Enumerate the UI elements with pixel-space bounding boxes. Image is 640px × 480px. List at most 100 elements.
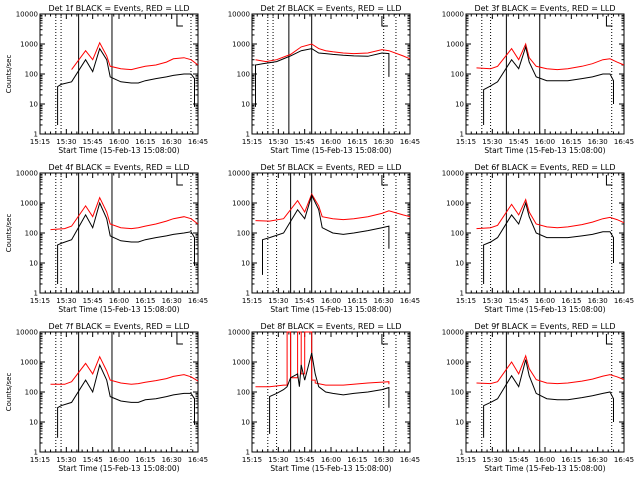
y-tick-label: 1000	[232, 200, 250, 208]
x-axis-label: Start Time (15-Feb-13 15:08:00)	[270, 464, 391, 473]
panel-title: Det 5f BLACK = Events, RED = LLD	[260, 163, 401, 172]
plot-frame	[251, 13, 411, 135]
x-tick-label: 16:00	[109, 297, 129, 305]
x-tick-label: 16:45	[614, 138, 634, 146]
events-series-line	[483, 359, 614, 438]
y-tick-label: 10000	[442, 329, 464, 337]
y-tick-label: 1	[246, 449, 250, 457]
y-tick-label: 1000	[20, 41, 38, 49]
x-tick-label: 16:00	[535, 297, 555, 305]
events-series-line	[483, 201, 614, 284]
y-tick-label: 10000	[16, 170, 38, 178]
y-tick-label: 10000	[442, 11, 464, 19]
x-axis-label: Start Time (15-Feb-13 15:08:00)	[484, 464, 605, 473]
lld-series-line	[50, 355, 199, 385]
flag-marker	[176, 334, 183, 345]
x-tick-label: 16:15	[347, 297, 367, 305]
y-axis-label: Counts/sec	[5, 373, 13, 412]
panel-title: Det 4f BLACK = Events, RED = LLD	[48, 163, 189, 172]
panel: Det 5f BLACK = Events, RED = LLD 1 10 100 10…	[228, 163, 420, 314]
x-axis-label: Start Time (15-Feb-13 15:08:00)	[58, 464, 179, 473]
panel: Det 9f BLACK = Events, RED = LLD 1 10 100 10…	[442, 322, 634, 473]
y-tick-label: 10	[29, 419, 38, 427]
y-tick-label: 100	[237, 71, 250, 79]
flag-marker	[605, 334, 613, 345]
y-tick-label: 1000	[446, 41, 464, 49]
lld-series-line	[476, 354, 625, 385]
y-tick-label: 100	[25, 389, 38, 397]
x-tick-label: 16:30	[588, 297, 608, 305]
y-tick-label: 10	[455, 260, 464, 268]
x-tick-label: 16:00	[321, 456, 341, 464]
y-tick-label: 100	[237, 389, 250, 397]
flag-marker	[605, 175, 613, 186]
lld-series-line	[476, 42, 625, 71]
y-tick-label: 100	[25, 71, 38, 79]
y-tick-label: 10000	[16, 329, 38, 337]
x-tick-label: 15:30	[268, 456, 288, 464]
events-series-line	[57, 47, 195, 125]
x-tick-label: 15:15	[456, 138, 476, 146]
y-tick-label: 10	[29, 260, 38, 268]
x-tick-label: 15:45	[295, 138, 315, 146]
x-axis-label: Start Time (15-Feb-13 15:08:00)	[58, 146, 179, 155]
x-tick-label: 15:45	[295, 456, 315, 464]
y-tick-label: 100	[451, 230, 464, 238]
lld-series-line	[50, 196, 199, 231]
x-axis-label: Start Time (15-Feb-13 15:08:00)	[270, 146, 391, 155]
x-tick-label: 15:15	[456, 297, 476, 305]
x-tick-label: 15:30	[56, 138, 76, 146]
x-tick-label: 16:30	[162, 138, 182, 146]
x-tick-label: 16:45	[188, 138, 208, 146]
y-tick-label: 100	[451, 389, 464, 397]
events-series-line	[483, 45, 614, 125]
plot-frame	[39, 13, 199, 135]
y-tick-label: 100	[237, 230, 250, 238]
flag-marker	[381, 175, 388, 186]
x-tick-label: 15:15	[30, 456, 50, 464]
x-tick-label: 16:45	[400, 456, 420, 464]
x-axis-label: Start Time (15-Feb-13 15:08:00)	[270, 305, 391, 314]
x-axis-label: Start Time (15-Feb-13 15:08:00)	[484, 305, 605, 314]
x-tick-label: 15:30	[482, 456, 502, 464]
x-tick-label: 16:30	[588, 138, 608, 146]
panel-title: Det 1f BLACK = Events, RED = LLD	[48, 4, 189, 13]
y-tick-label: 10000	[16, 11, 38, 19]
flag-marker	[381, 334, 388, 345]
x-tick-label: 16:45	[614, 456, 634, 464]
x-tick-label: 16:15	[561, 456, 581, 464]
x-tick-label: 16:30	[588, 456, 608, 464]
events-series-line	[262, 193, 390, 275]
y-tick-label: 1000	[232, 41, 250, 49]
x-tick-label: 15:15	[456, 456, 476, 464]
x-tick-label: 16:45	[400, 138, 420, 146]
panel: Det 3f BLACK = Events, RED = LLD 1 10 100 10…	[442, 4, 634, 155]
x-tick-label: 15:30	[56, 297, 76, 305]
y-tick-label: 1	[246, 131, 250, 139]
x-tick-label: 16:00	[109, 138, 129, 146]
panel-title: Det 8f BLACK = Events, RED = LLD	[260, 322, 401, 331]
y-tick-label: 10000	[228, 11, 250, 19]
y-tick-label: 10	[241, 419, 250, 427]
x-tick-label: 15:30	[56, 456, 76, 464]
panel-title: Det 3f BLACK = Events, RED = LLD	[474, 4, 615, 13]
lld-series-line	[71, 41, 199, 71]
y-axis-label: Counts/sec	[5, 55, 13, 94]
y-tick-label: 1000	[232, 359, 250, 367]
x-tick-label: 15:15	[242, 456, 262, 464]
x-tick-label: 16:30	[162, 456, 182, 464]
x-tick-label: 16:30	[162, 297, 182, 305]
y-tick-label: 1	[246, 290, 250, 298]
plot-frame	[465, 331, 625, 453]
x-tick-label: 15:30	[268, 138, 288, 146]
panel-title: Det 7f BLACK = Events, RED = LLD	[48, 322, 189, 331]
flag-marker	[176, 16, 183, 27]
events-series-line	[57, 201, 195, 284]
y-tick-label: 10	[455, 101, 464, 109]
y-tick-label: 10	[29, 101, 38, 109]
x-tick-label: 15:45	[509, 138, 529, 146]
plot-frame	[39, 172, 199, 294]
flag-marker	[176, 175, 183, 186]
y-tick-label: 1	[460, 449, 464, 457]
events-series-line	[255, 48, 390, 107]
